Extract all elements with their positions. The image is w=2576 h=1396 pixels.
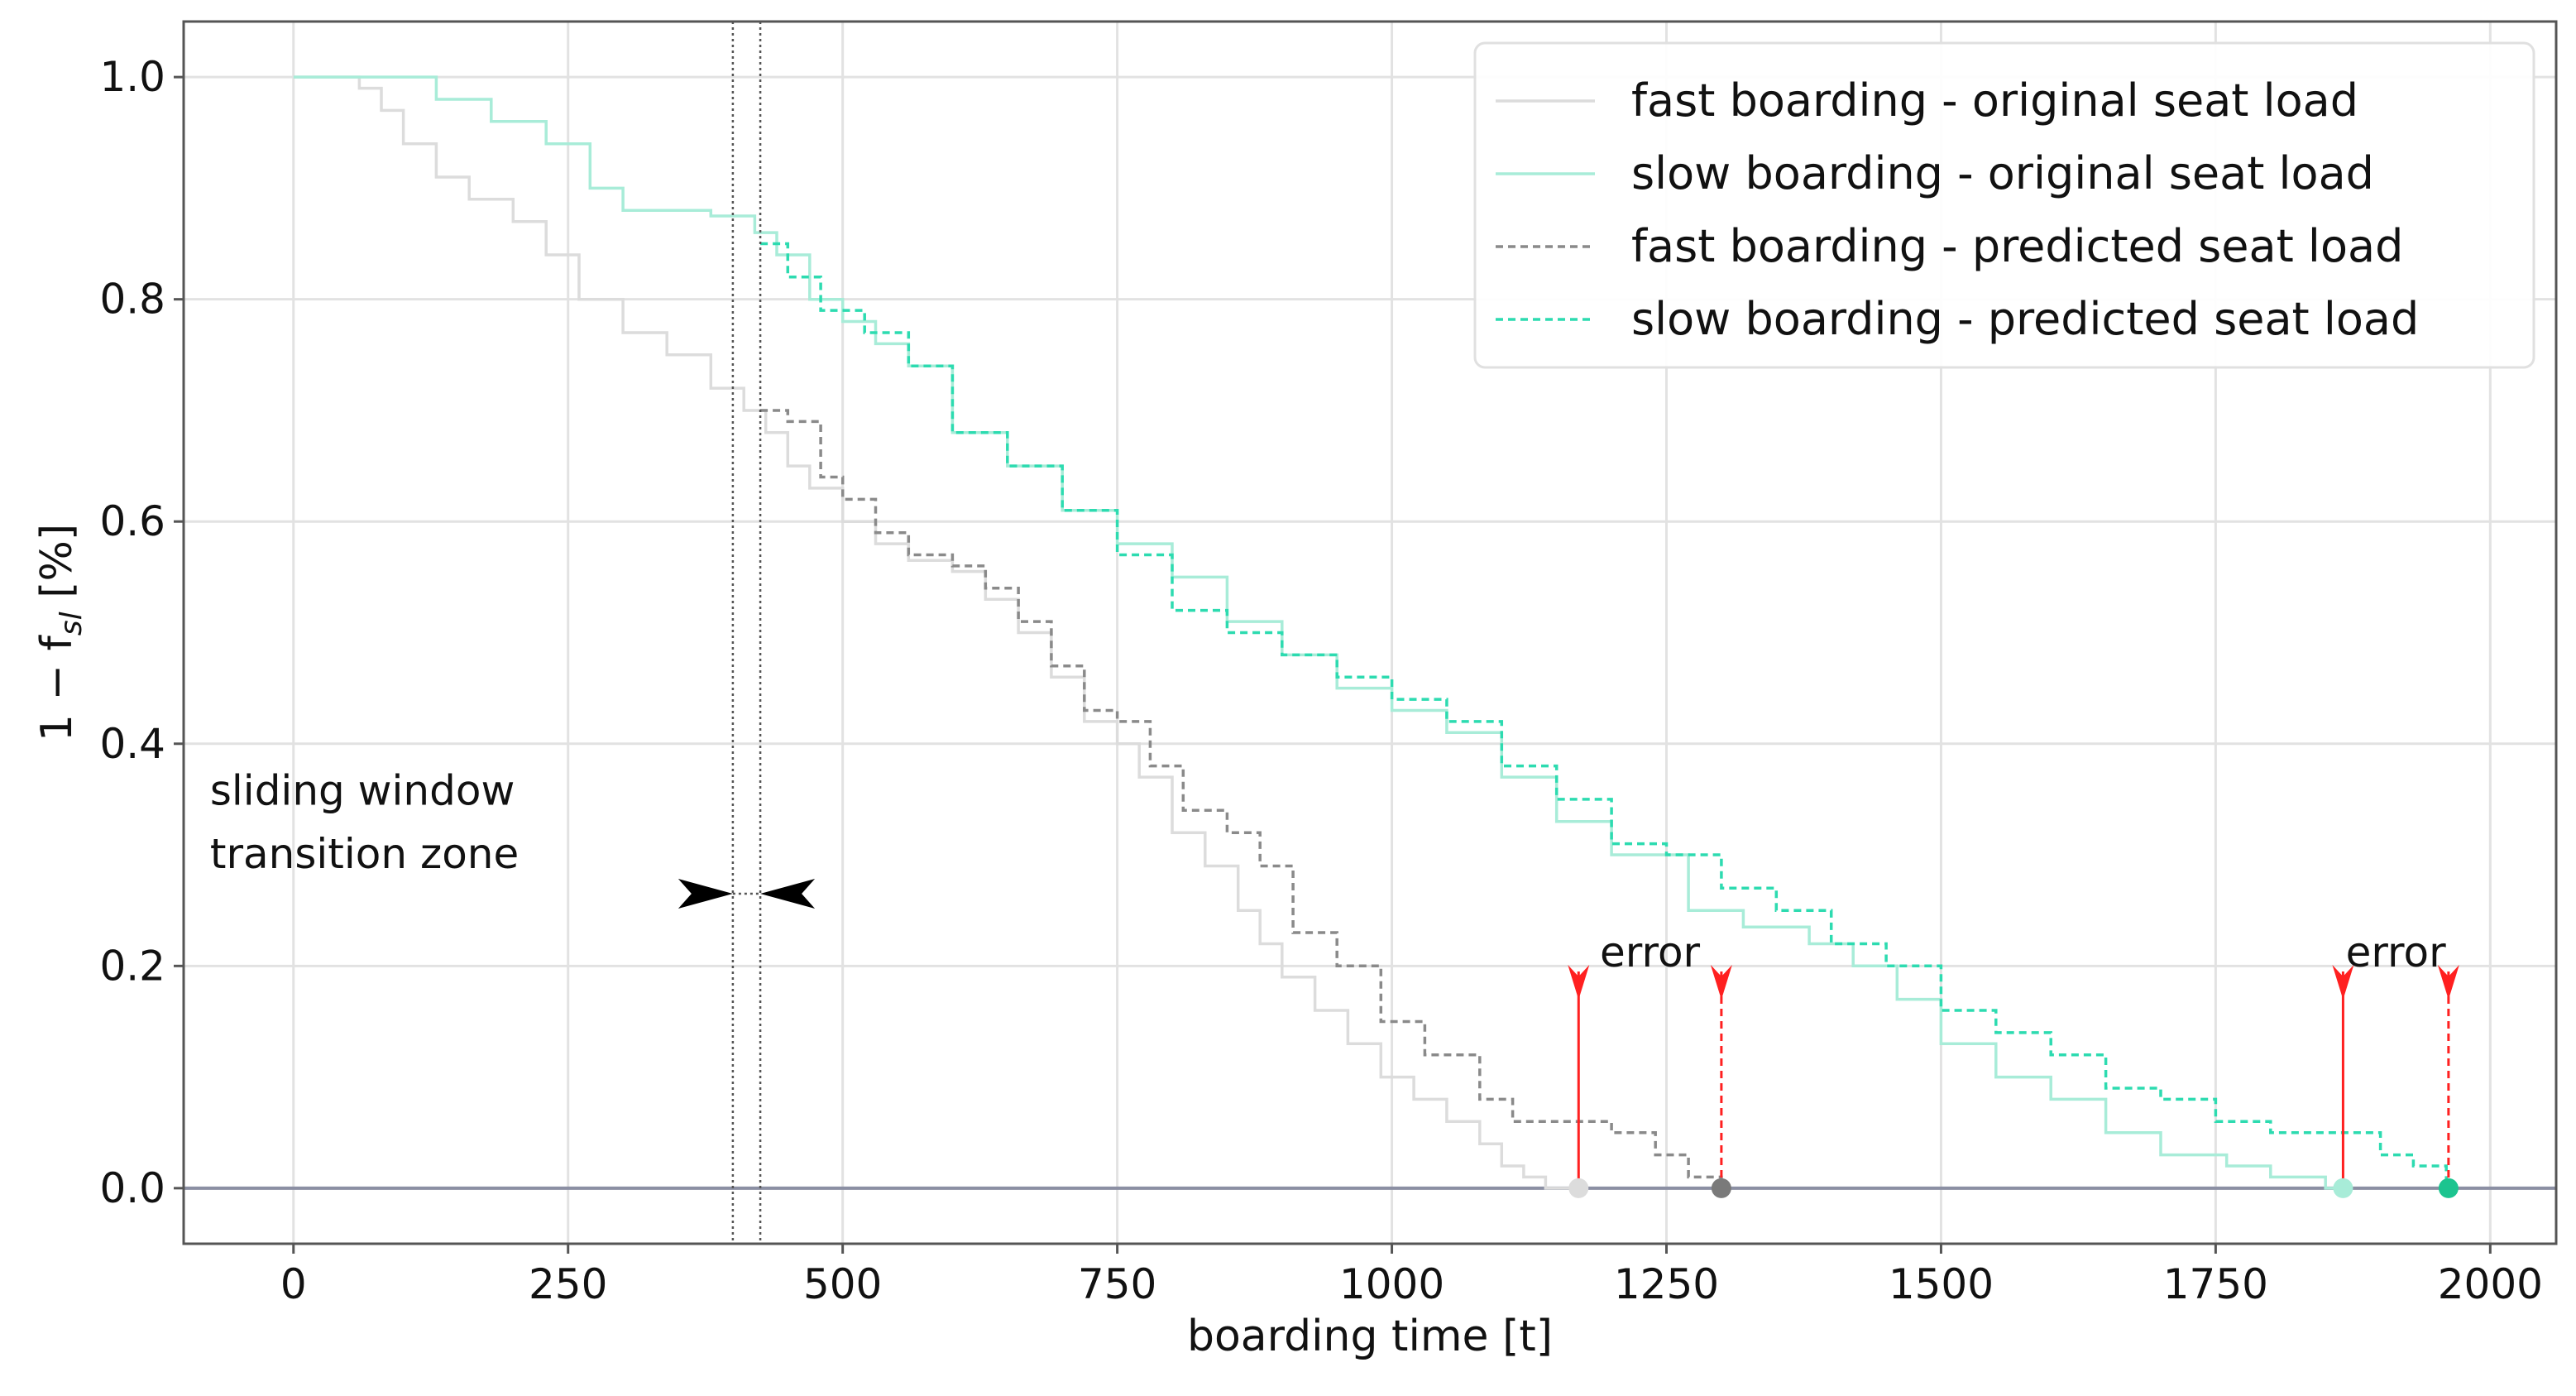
error-1-original-marker (1568, 1178, 1589, 1198)
x-tick-label: 1250 (1614, 1260, 1719, 1308)
x-tick-label: 250 (529, 1260, 607, 1308)
series-line-4 (760, 242, 2448, 1188)
annotation-layer: sliding window transition zone error error (210, 22, 2459, 1244)
transition-zone-arrow-right (678, 879, 733, 909)
error-2-original-marker (2333, 1178, 2353, 1198)
error-2-predicted-arrow-head (2437, 965, 2459, 1000)
y-axis-label-unit: [%] (32, 524, 82, 612)
error-2-original-arrow-head (2332, 965, 2354, 1000)
plot-frame (182, 20, 2558, 1245)
x-axis-label: boarding time [t] (1187, 1312, 1553, 1361)
error-1-original-arrow-head (1568, 965, 1590, 1000)
legend-box (1473, 41, 2535, 369)
error-2-predicted-marker (2438, 1178, 2459, 1198)
y-tick-label: 1.0 (99, 53, 165, 101)
x-tick-label: 1750 (2163, 1260, 2268, 1308)
transition-zone-label-line1: sliding window (210, 767, 515, 815)
y-tick-label: 0.4 (99, 720, 165, 768)
y-tick-label: 0.2 (99, 942, 165, 990)
series-line-1 (293, 75, 1579, 1190)
x-tick-label: 750 (1078, 1260, 1156, 1308)
error-label-2: error (2346, 928, 2446, 976)
y-axis-label-main: 1 − f (32, 634, 82, 741)
x-tick-label: 1500 (1889, 1260, 1994, 1308)
legend-label-1: fast boarding - original seat load (1631, 74, 2358, 127)
y-axis-label-subscript: sl (55, 612, 89, 636)
legend-label-3: fast boarding - predicted seat load (1631, 220, 2403, 272)
y-axis-label: 1 − fsl [%] (32, 524, 89, 741)
x-tick-label: 2000 (2438, 1260, 2543, 1308)
legend-label-2: slow boarding - original seat load (1631, 147, 2374, 199)
y-tick-label: 0.8 (99, 276, 165, 324)
y-tick-label: 0.6 (99, 497, 165, 545)
error-1-predicted-arrow-head (1710, 965, 1732, 1000)
legend-label-4: slow boarding - predicted seat load (1631, 293, 2419, 345)
x-tick-label: 0 (280, 1260, 307, 1308)
transition-zone-label-line2: transition zone (210, 830, 519, 878)
error-label-1: error (1600, 928, 1700, 976)
y-tick-label: 0.0 (99, 1164, 165, 1212)
legend: fast boarding - original seat load slow b… (1473, 41, 2535, 369)
x-tick-label: 500 (803, 1260, 882, 1308)
transition-zone-arrow-left (760, 879, 816, 909)
x-tick-label: 1000 (1339, 1260, 1444, 1308)
tick-layer: 0 250 500 750 1000 1250 1500 1750 2000 0.0 0.2 0.4 0… (99, 53, 2542, 1308)
series-layer (293, 75, 2448, 1190)
error-1-predicted-marker (1711, 1178, 1731, 1198)
series-line-3 (760, 409, 1723, 1188)
